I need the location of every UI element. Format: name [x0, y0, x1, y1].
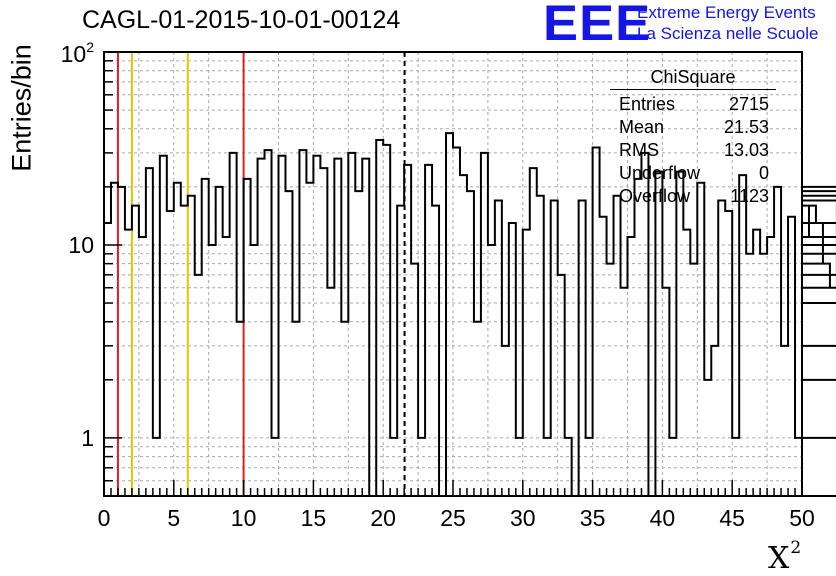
axis-tick-labels: 0 5 10 15 20 25 30 35 40 45 50 1 10 102: [61, 39, 815, 531]
stats-row-rms: RMS 13.03: [610, 139, 776, 162]
stats-value: 1123: [730, 186, 769, 206]
stats-value: 2715: [728, 94, 769, 114]
stats-title: ChiSquare: [610, 66, 776, 90]
stats-key: Entries: [619, 94, 676, 114]
stats-row-underflow: Underflow 0: [610, 162, 776, 185]
stats-row-mean: Mean 21.53: [610, 116, 776, 139]
y-axis-label: Entries/bin: [6, 44, 37, 172]
grid-lines: [104, 52, 802, 496]
x-tick-label: 10: [231, 505, 257, 531]
stats-value: 13.03: [723, 140, 769, 160]
x-tick-label: 50: [789, 505, 815, 531]
stats-key: Mean: [619, 117, 665, 137]
x-tick-label: 5: [167, 505, 180, 531]
eee-logo: EEE: [543, 0, 652, 51]
stats-row-entries: Entries 2715: [610, 93, 776, 116]
chart-title: CAGL-01-2015-10-01-00124: [82, 6, 401, 34]
stats-key: Overflow: [619, 186, 691, 206]
stats-key: Underflow: [619, 163, 701, 183]
x-tick-label: 30: [510, 505, 536, 531]
stats-value: 0: [758, 163, 769, 183]
stats-box: ChiSquare Entries 2715 Mean 21.53 RMS 13…: [610, 66, 776, 208]
x-tick-label: 25: [440, 505, 466, 531]
x-tick-label: 20: [370, 505, 396, 531]
x-tick-label: 40: [650, 505, 676, 531]
logo-line-1: Extreme Energy Events: [637, 3, 816, 22]
stats-row-overflow: Overflow 1123: [610, 185, 776, 208]
x-tick-label: 45: [719, 505, 745, 531]
x-tick-label: 35: [580, 505, 606, 531]
x-tick-label: 15: [301, 505, 327, 531]
logo-line-2: La Scienza nelle Scuole: [637, 24, 819, 43]
y-tick-label: 102: [61, 39, 95, 67]
x-tick-label: 0: [98, 505, 111, 531]
axis-ticks: [103, 51, 803, 497]
y-tick-label: 10: [68, 232, 94, 258]
y-tick-label: 1: [81, 425, 94, 451]
histogram-outline: [104, 132, 836, 497]
x-axis-label: X2: [768, 538, 802, 576]
reference-lines: [116, 52, 406, 496]
stats-key: RMS: [619, 140, 659, 160]
stats-value: 21.53: [723, 117, 769, 137]
